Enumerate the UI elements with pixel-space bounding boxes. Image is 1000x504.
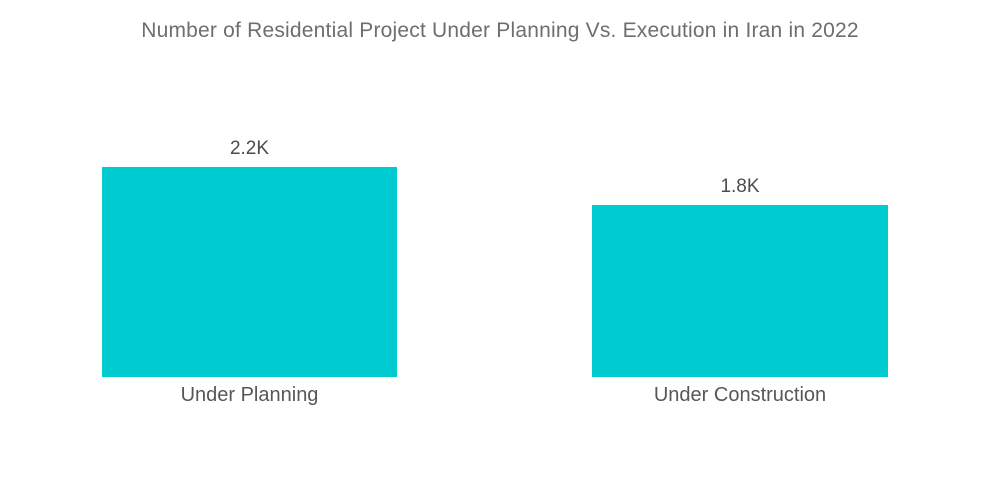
- bar-group-under-construction: 1.8K: [592, 177, 888, 377]
- chart-title: Number of Residential Project Under Plan…: [141, 19, 859, 42]
- bar-under-planning: [102, 167, 397, 377]
- value-label-under-construction: 1.8K: [720, 176, 760, 197]
- category-label-under-planning: Under Planning: [180, 384, 319, 406]
- bar-group-under-planning: 2.2K: [102, 139, 397, 377]
- category-label-under-construction: Under Construction: [653, 384, 827, 406]
- value-label-under-planning: 2.2K: [229, 138, 270, 159]
- bar-under-construction: [592, 205, 888, 377]
